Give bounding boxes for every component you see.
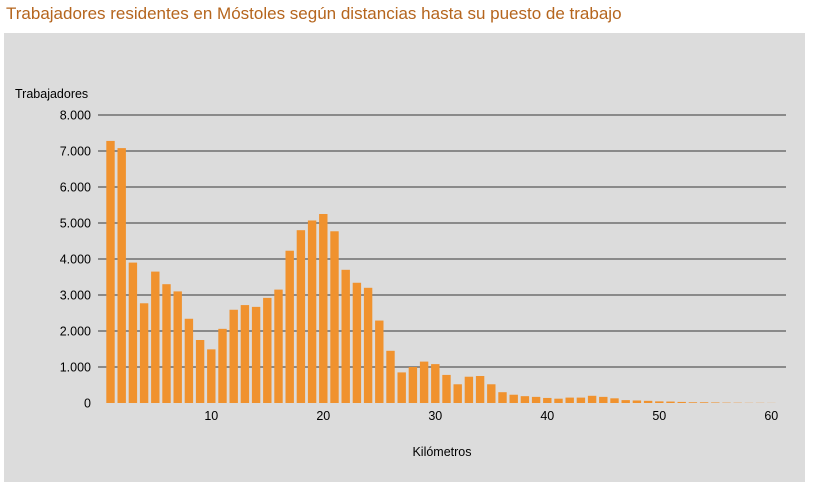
bar — [229, 309, 238, 403]
y-tick-label: 7.000 — [60, 145, 91, 159]
x-axis-label: Kilómetros — [412, 445, 471, 459]
bar — [632, 400, 642, 403]
bar — [419, 361, 429, 403]
bar — [240, 305, 250, 403]
y-tick-label: 3.000 — [60, 289, 91, 303]
bar — [341, 269, 350, 403]
bar — [599, 396, 608, 403]
x-tick-label: 10 — [204, 409, 218, 423]
bar — [576, 397, 586, 403]
bar — [587, 395, 597, 403]
x-axis-ticks: 10 20 30 40 50 60 — [204, 409, 778, 423]
bar — [319, 214, 328, 403]
bar — [464, 376, 474, 403]
bar — [475, 376, 485, 403]
bar — [307, 220, 317, 403]
bar — [207, 349, 216, 403]
bar — [554, 398, 563, 403]
gridlines — [98, 114, 786, 368]
bar — [520, 396, 530, 403]
bar — [375, 320, 384, 403]
x-tick-label: 60 — [764, 409, 778, 423]
bar — [610, 398, 619, 403]
bar — [655, 401, 664, 403]
bar — [352, 282, 362, 403]
bar — [677, 401, 686, 403]
y-tick-label: 6.000 — [60, 181, 91, 195]
bar — [643, 400, 653, 403]
y-axis-label: Trabajadores — [15, 87, 88, 101]
bar — [621, 400, 630, 403]
bar — [173, 291, 182, 403]
bar — [565, 397, 574, 403]
bar — [363, 287, 373, 403]
bar — [498, 392, 507, 403]
bar — [543, 397, 552, 403]
x-tick-label: 50 — [652, 409, 666, 423]
x-tick-label: 40 — [540, 409, 554, 423]
bar — [711, 402, 720, 403]
x-tick-label: 20 — [316, 409, 330, 423]
bar — [408, 367, 418, 403]
bar — [453, 384, 462, 403]
bar — [386, 350, 395, 403]
bar — [128, 262, 138, 403]
bar — [330, 231, 339, 403]
bars — [106, 140, 776, 404]
x-tick-label: 30 — [428, 409, 442, 423]
bar — [397, 372, 406, 403]
chart-title: Trabajadores residentes en Móstoles segú… — [6, 4, 622, 23]
bar — [688, 402, 698, 403]
bar — [263, 297, 272, 403]
chart-panel — [4, 33, 805, 482]
bar — [487, 384, 496, 403]
bar — [218, 328, 227, 403]
bar — [531, 396, 541, 403]
bar — [699, 402, 709, 403]
bar — [162, 284, 171, 403]
bar — [117, 148, 126, 403]
bar — [251, 306, 261, 403]
y-tick-label: 0 — [84, 397, 91, 411]
bar — [442, 374, 451, 403]
bar — [195, 340, 205, 403]
bar — [274, 289, 283, 403]
bar — [106, 140, 115, 404]
bar — [151, 271, 160, 403]
bar — [285, 250, 294, 403]
bar — [666, 401, 675, 403]
y-tick-label: 8.000 — [60, 109, 91, 123]
y-axis-ticks: 0 1.000 2.000 3.000 4.000 5.000 6.000 7.000 8.00… — [60, 109, 91, 411]
y-tick-label: 5.000 — [60, 217, 91, 231]
bar — [139, 303, 149, 403]
y-tick-label: 1.000 — [60, 361, 91, 375]
bar — [431, 364, 440, 403]
y-tick-label: 4.000 — [60, 253, 91, 267]
y-tick-label: 2.000 — [60, 325, 91, 339]
bar — [296, 230, 306, 403]
bar — [509, 394, 518, 403]
bar — [184, 318, 194, 403]
